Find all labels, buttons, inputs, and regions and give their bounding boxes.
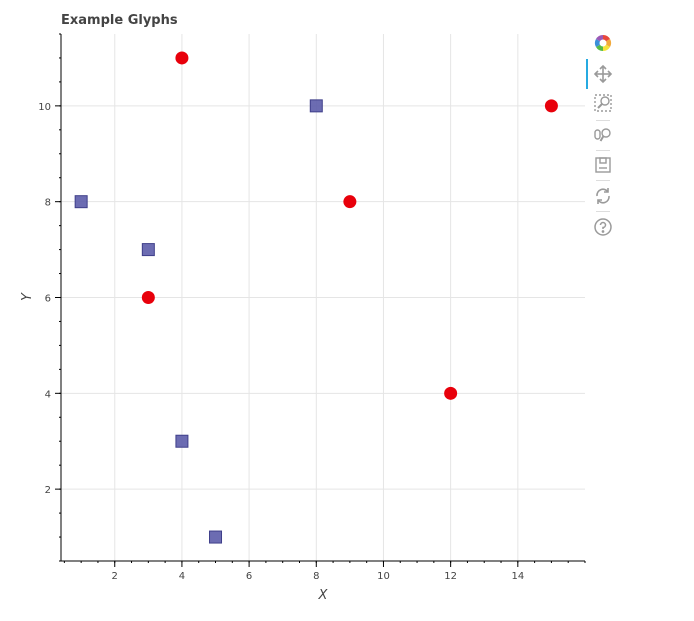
circle-marker bbox=[544, 99, 558, 113]
y-tick-label: 6 bbox=[45, 294, 51, 305]
box-zoom-tool-icon[interactable] bbox=[592, 92, 614, 114]
data-marks bbox=[74, 51, 558, 544]
square-marker bbox=[74, 195, 88, 209]
help-tool-icon[interactable] bbox=[592, 216, 614, 238]
x-tick-label: 2 bbox=[112, 571, 118, 582]
square-marker bbox=[141, 243, 155, 257]
save-tool-icon[interactable] bbox=[592, 154, 614, 176]
circle-marker bbox=[343, 195, 357, 209]
chart-title: Example Glyphs bbox=[61, 13, 178, 28]
axes: 2 4 6 8 10 12 14 2 4 6 8 10 bbox=[38, 33, 586, 582]
y-tick-label: 2 bbox=[45, 485, 51, 496]
x-axis-label: X bbox=[318, 588, 329, 603]
y-axis-label: Y bbox=[20, 292, 35, 301]
y-tick-label: 8 bbox=[45, 198, 51, 209]
toolbar-separator bbox=[596, 150, 610, 151]
pan-tool-icon[interactable] bbox=[592, 63, 614, 85]
active-tool-indicator bbox=[586, 59, 588, 89]
square-marker bbox=[309, 99, 323, 113]
x-tick-label: 6 bbox=[246, 571, 252, 582]
square-marker bbox=[209, 530, 223, 544]
x-tick-label: 10 bbox=[377, 571, 390, 582]
wheel-zoom-tool-icon[interactable] bbox=[592, 124, 614, 146]
y-tick-label: 4 bbox=[45, 389, 51, 400]
x-tick-label: 8 bbox=[313, 571, 319, 582]
x-tick-label: 14 bbox=[511, 571, 524, 582]
y-tick-label: 10 bbox=[38, 102, 51, 113]
circle-marker bbox=[444, 386, 458, 400]
circle-marker bbox=[175, 51, 189, 65]
x-tick-label: 12 bbox=[444, 571, 457, 582]
toolbar-separator bbox=[596, 120, 610, 121]
logo-icon[interactable] bbox=[592, 32, 614, 54]
square-marker bbox=[175, 434, 189, 448]
toolbar-separator bbox=[596, 180, 610, 181]
toolbar-separator bbox=[596, 211, 610, 212]
x-tick-label: 4 bbox=[179, 571, 185, 582]
plot-area[interactable]: 2 4 6 8 10 12 14 2 4 6 8 10 X Y bbox=[0, 0, 586, 621]
reset-tool-icon[interactable] bbox=[592, 185, 614, 207]
circle-marker bbox=[141, 291, 155, 304]
chart-toolbar bbox=[586, 32, 616, 242]
